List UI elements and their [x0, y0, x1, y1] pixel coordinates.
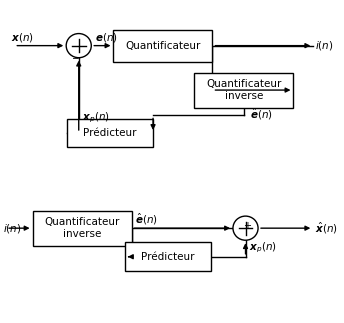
Text: $\boldsymbol{e}(n)$: $\boldsymbol{e}(n)$ — [95, 31, 117, 44]
Text: $\hat{\boldsymbol{e}}(n)$: $\hat{\boldsymbol{e}}(n)$ — [135, 211, 158, 226]
Text: $\hat{\boldsymbol{e}}(n)$: $\hat{\boldsymbol{e}}(n)$ — [250, 107, 273, 122]
Text: $\boldsymbol{x}_{p}(n)$: $\boldsymbol{x}_{p}(n)$ — [82, 110, 110, 125]
Text: $\boldsymbol{x}(n)$: $\boldsymbol{x}(n)$ — [11, 31, 34, 44]
Bar — [32, 211, 131, 245]
Circle shape — [233, 216, 258, 240]
Text: Quantificateur
inverse: Quantificateur inverse — [206, 79, 281, 101]
Text: $\boldsymbol{x}_{p}(n)$: $\boldsymbol{x}_{p}(n)$ — [249, 241, 277, 255]
Text: Prédicteur: Prédicteur — [83, 128, 137, 138]
Text: $i(n)$: $i(n)$ — [315, 39, 333, 52]
Text: $-$: $-$ — [71, 52, 79, 61]
Text: $\hat{\boldsymbol{x}}(n)$: $\hat{\boldsymbol{x}}(n)$ — [315, 221, 338, 236]
Bar — [125, 243, 211, 271]
Text: Prédicteur: Prédicteur — [141, 252, 195, 262]
Text: Quantificateur
inverse: Quantificateur inverse — [44, 217, 120, 239]
Text: $i(n)$: $i(n)$ — [3, 222, 21, 235]
Bar — [114, 30, 213, 61]
Text: $+$: $+$ — [243, 220, 252, 231]
Circle shape — [66, 34, 91, 58]
Bar — [194, 73, 293, 108]
Bar — [67, 119, 153, 147]
Text: Quantificateur: Quantificateur — [125, 41, 201, 51]
